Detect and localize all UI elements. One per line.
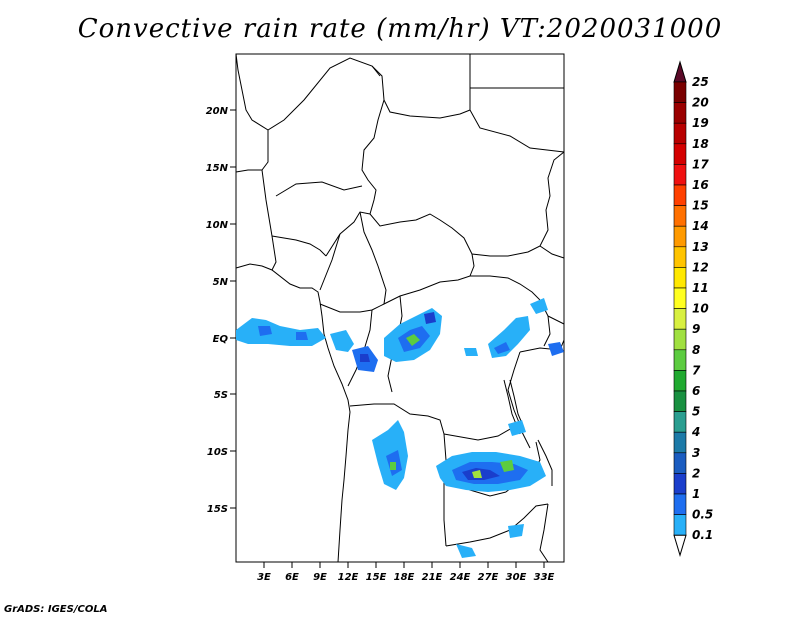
colorbar-label: 12 bbox=[692, 260, 709, 274]
colorbar-swatch bbox=[673, 225, 687, 248]
colorbar-label: 17 bbox=[692, 157, 709, 171]
colorbar-swatch bbox=[673, 452, 687, 474]
colorbar-label: 0.5 bbox=[692, 508, 713, 522]
colorbar-swatch bbox=[673, 102, 687, 124]
colorbar-swatch bbox=[673, 164, 687, 186]
lon-label: 12E bbox=[338, 572, 359, 583]
lat-label: 15S bbox=[207, 504, 228, 515]
lon-label: 24E bbox=[450, 572, 471, 583]
colorbar-swatch bbox=[673, 493, 687, 515]
colorbar-label: 1 bbox=[692, 487, 700, 501]
lon-label: 3E bbox=[257, 572, 271, 583]
chart-title: Convective rain rate (mm/hr) VT:20200310… bbox=[77, 14, 723, 44]
colorbar-label: 6 bbox=[692, 384, 700, 398]
colorbar-label: 2 bbox=[692, 466, 700, 480]
colorbar-label: 14 bbox=[692, 219, 709, 233]
rain-patches bbox=[236, 298, 564, 558]
colorbar-swatch bbox=[673, 411, 687, 433]
colorbar-label: 7 bbox=[692, 363, 701, 377]
colorbar-label: 20 bbox=[692, 96, 709, 110]
colorbar-label: 8 bbox=[692, 343, 700, 357]
colorbar-swatch bbox=[673, 431, 687, 454]
colorbar-label: 16 bbox=[692, 178, 709, 192]
lon-label: 33E bbox=[534, 572, 555, 583]
colorbar-label: 11 bbox=[692, 281, 709, 295]
colorbar-swatch bbox=[673, 514, 687, 536]
colorbar-swatch bbox=[673, 308, 687, 330]
colorbar-bottom-triangle bbox=[673, 534, 687, 557]
colorbar-label: 9 bbox=[692, 322, 700, 336]
lat-label: EQ bbox=[213, 334, 229, 345]
lon-label: 18E bbox=[394, 572, 415, 583]
colorbar-label: 13 bbox=[692, 240, 709, 254]
colorbar-label: 18 bbox=[692, 137, 709, 151]
lat-label: 10N bbox=[206, 220, 229, 231]
colorbar-swatch bbox=[673, 267, 687, 289]
colorbar-swatch bbox=[673, 205, 687, 227]
colorbar-swatch bbox=[673, 287, 687, 309]
lon-label: 6E bbox=[285, 572, 299, 583]
colorbar-label: 0.1 bbox=[692, 528, 713, 542]
colorbar-label: 19 bbox=[692, 116, 709, 130]
colorbar-swatch bbox=[673, 349, 687, 371]
colorbar-top-triangle bbox=[673, 60, 687, 83]
lon-label: 30E bbox=[506, 572, 527, 583]
colorbar-swatch bbox=[673, 390, 687, 412]
lon-axis bbox=[263, 562, 545, 568]
colorbar-label: 25 bbox=[692, 75, 709, 89]
lat-axis bbox=[230, 109, 236, 509]
colorbar-label: 4 bbox=[691, 425, 700, 439]
lon-label: 27E bbox=[478, 572, 499, 583]
lon-label: 21E bbox=[422, 572, 443, 583]
lat-label: 10S bbox=[207, 447, 228, 458]
lon-label: 9E bbox=[313, 572, 327, 583]
colorbar-swatch bbox=[673, 81, 687, 103]
colorbar-label: 5 bbox=[692, 405, 700, 419]
lat-label: 15N bbox=[206, 163, 229, 174]
colorbar-swatch bbox=[673, 246, 687, 268]
colorbar-swatch bbox=[673, 184, 687, 206]
lat-label: 20N bbox=[206, 106, 229, 117]
colorbar-label: 10 bbox=[692, 302, 709, 316]
colorbar: 25 20 19 18 17 16 15 14 13 12 11 10 9 8 7 6 5 4 3 2 1 0.5 0.1 bbox=[673, 60, 713, 557]
colorbar-swatch bbox=[673, 473, 687, 495]
colorbar-label: 15 bbox=[692, 199, 709, 213]
colorbar-swatch bbox=[673, 370, 687, 392]
lat-label: 5N bbox=[213, 277, 229, 288]
lon-label: 15E bbox=[366, 572, 387, 583]
colorbar-swatch bbox=[673, 122, 687, 145]
colorbar-swatch bbox=[673, 143, 687, 165]
colorbar-label: 3 bbox=[692, 446, 700, 460]
grads-credit: GrADS: IGES/COLA bbox=[4, 604, 108, 615]
colorbar-swatch bbox=[673, 328, 687, 351]
lat-label: 5S bbox=[214, 390, 228, 401]
